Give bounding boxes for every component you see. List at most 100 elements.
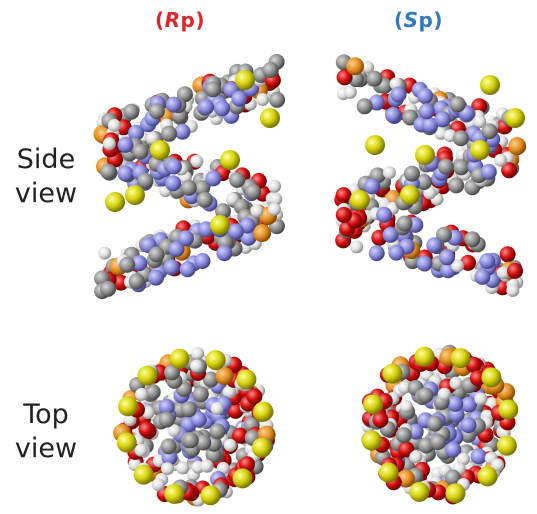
atom-sphere	[164, 364, 180, 381]
atom-sphere	[426, 237, 443, 254]
atom-sphere	[195, 434, 212, 451]
atom-sphere	[481, 367, 502, 388]
atom-sphere	[100, 280, 116, 297]
atom-sphere	[167, 424, 181, 438]
atom-sphere	[350, 190, 370, 210]
atom-sphere	[449, 376, 463, 390]
atom-sphere	[134, 443, 148, 457]
atom-sphere	[378, 462, 399, 483]
atom-sphere	[368, 94, 385, 111]
atom-sphere	[414, 346, 435, 367]
atom-sphere	[227, 402, 244, 419]
atom-sphere	[350, 240, 364, 254]
atom-sphere	[148, 103, 165, 120]
atom-sphere	[481, 123, 498, 140]
atom-sphere	[227, 223, 244, 240]
atom-sphere	[452, 130, 469, 147]
atom-sphere	[499, 246, 516, 263]
atom-sphere	[396, 215, 413, 232]
atom-sphere	[473, 115, 487, 129]
atom-sphere	[133, 464, 154, 485]
atom-sphere	[382, 226, 399, 243]
atom-sphere	[416, 174, 432, 190]
atom-sphere	[158, 398, 175, 415]
atom-sphere	[450, 348, 471, 369]
atom-sphere	[361, 430, 382, 451]
atom-sphere	[128, 273, 145, 290]
atom-sphere	[356, 98, 373, 115]
atom-sphere	[449, 96, 466, 113]
atom-sphere	[366, 70, 383, 87]
atom-sphere	[160, 438, 177, 455]
atom-sphere	[417, 387, 434, 404]
atom-sphere	[368, 245, 385, 262]
atom-sphere	[232, 427, 249, 444]
atom-sphere	[506, 284, 520, 297]
atom-sphere	[98, 246, 112, 260]
atom-sphere	[117, 136, 134, 153]
atom-sphere	[232, 468, 253, 489]
atom-sphere	[426, 415, 443, 432]
atom-sphere	[460, 417, 477, 434]
atom-sphere	[116, 432, 137, 453]
atom-sphere	[422, 117, 439, 134]
atom-sphere	[390, 86, 407, 103]
atom-sphere	[239, 456, 256, 473]
atom-sphere	[220, 150, 240, 170]
atom-sphere	[409, 450, 423, 464]
atom-sphere	[123, 103, 140, 120]
atom-sphere	[505, 108, 525, 128]
atom-sphere	[250, 204, 264, 218]
atom-sphere	[491, 458, 505, 472]
atom-sphere	[194, 253, 211, 269]
atom-sphere	[388, 244, 405, 261]
atom-sphere	[117, 165, 134, 182]
atom-sphere	[343, 85, 357, 99]
column-title-rp: (Rp)	[155, 8, 206, 32]
atom-sphere	[164, 483, 185, 504]
atom-sphere	[137, 172, 154, 189]
atom-sphere	[437, 158, 454, 175]
atom-sphere	[100, 163, 117, 180]
atom-sphere	[498, 399, 519, 420]
atom-sphere	[216, 245, 233, 262]
atom-sphere	[451, 259, 465, 273]
sp-side-view-model	[334, 54, 527, 297]
atom-sphere	[119, 256, 136, 273]
atom-sphere	[363, 394, 384, 415]
atom-sphere	[191, 347, 205, 360]
atom-sphere	[161, 125, 177, 142]
atom-sphere	[222, 385, 236, 399]
atom-sphere	[417, 88, 434, 104]
atom-sphere	[190, 154, 204, 168]
atom-sphere	[168, 241, 185, 258]
sp-top-view-model	[361, 344, 519, 505]
atom-sphere	[471, 98, 488, 115]
atom-sphere	[361, 60, 375, 74]
atom-sphere	[202, 371, 219, 388]
atom-sphere	[132, 143, 149, 160]
atom-sphere	[253, 401, 274, 422]
atom-sphere	[346, 57, 364, 76]
atom-sphere	[447, 395, 464, 412]
row-label-top-view: Top view	[14, 399, 78, 464]
atom-sphere	[229, 171, 246, 188]
atom-sphere	[161, 462, 174, 476]
atom-sphere	[205, 350, 226, 371]
atom-sphere	[174, 123, 191, 140]
atom-sphere	[507, 262, 523, 279]
atom-sphere	[165, 96, 182, 113]
atom-sphere	[148, 246, 165, 263]
atom-sphere	[260, 108, 280, 128]
row-label-side-view: Side view	[14, 144, 78, 209]
atom-sphere	[107, 118, 121, 132]
atom-sphere	[385, 107, 401, 123]
atom-sphere	[399, 399, 413, 413]
atom-sphere	[214, 100, 231, 117]
atom-sphere	[180, 401, 197, 418]
atom-sphere	[135, 387, 149, 401]
atom-sphere	[418, 103, 435, 120]
atom-sphere	[151, 478, 165, 492]
atom-sphere	[158, 411, 175, 428]
